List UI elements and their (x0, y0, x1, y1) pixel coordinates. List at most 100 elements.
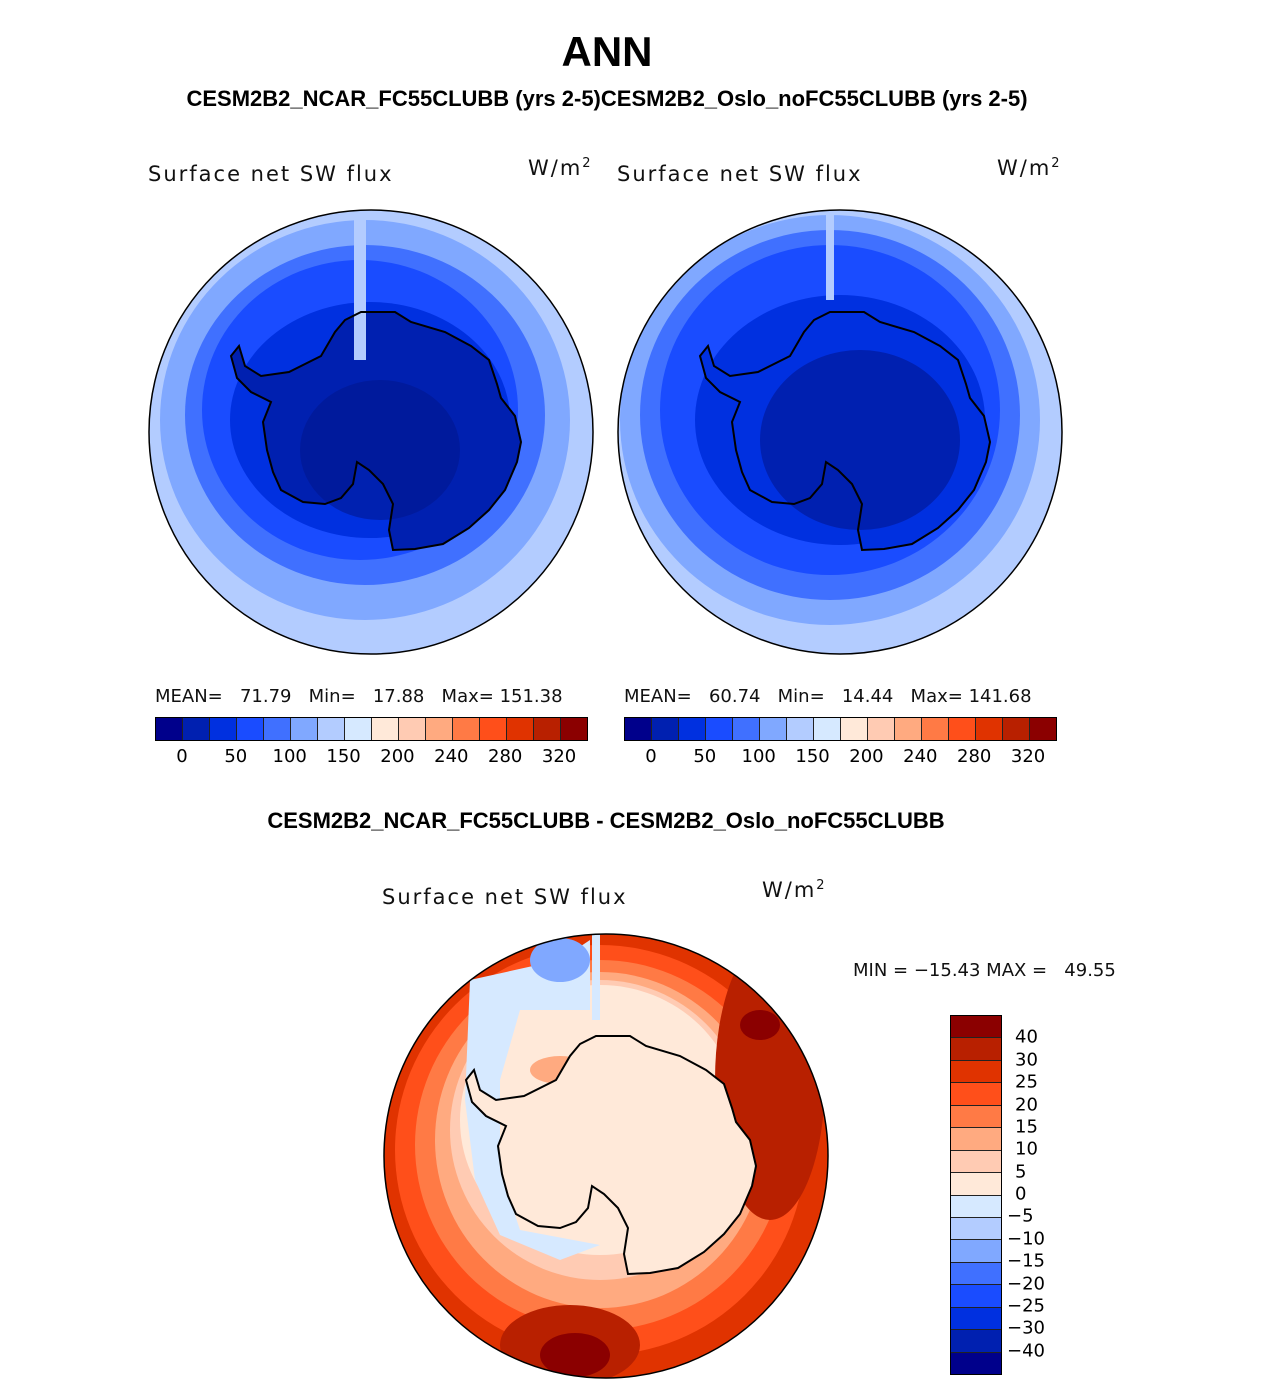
colorbar-tick-label: 280 (957, 746, 992, 767)
colorbar-box (841, 718, 868, 740)
colorbar-box (453, 718, 480, 740)
colorbar-box (814, 718, 841, 740)
colorbar-tick-label: 0 (645, 746, 657, 767)
colorbar-tick-label: 50 (693, 746, 717, 767)
colorbar-box (949, 718, 976, 740)
max-label: Max= (441, 686, 494, 707)
colorbar-box (1030, 718, 1056, 740)
colorbar-tick-label: −30 (1007, 1317, 1045, 1339)
colorbar-box (976, 718, 1003, 740)
colorbar-box (345, 718, 372, 740)
colorbar-box (706, 718, 733, 740)
colorbar-box (733, 718, 760, 740)
colorbar-box (507, 718, 534, 740)
colorbar-box (951, 1128, 1001, 1151)
colorbar-box (951, 1195, 1001, 1218)
colorbar-tick-label: 30 (1015, 1049, 1038, 1071)
colorbar-box (951, 1307, 1001, 1331)
colorbar-box (951, 1016, 1001, 1039)
colorbar-tick-label: −10 (1007, 1228, 1045, 1250)
colorbar-box (922, 718, 949, 740)
colorbar-tick-label: 0 (1015, 1183, 1027, 1205)
colorbar-box (951, 1083, 1001, 1106)
colorbar-tick-label: 0 (176, 746, 188, 767)
colorbar-box (951, 1352, 1001, 1374)
unit-exp: 2 (816, 878, 827, 893)
colorbar-box (652, 718, 679, 740)
colorbar-tick-label: 240 (434, 746, 469, 767)
colorbar-box (868, 718, 895, 740)
colorbar-difference (950, 1015, 1002, 1375)
colorbar-tick-label: −40 (1007, 1340, 1045, 1362)
unit-base: W/m (762, 878, 817, 902)
colorbar-box (951, 1038, 1001, 1061)
max-label: Max= (910, 686, 963, 707)
colorbar-box (291, 718, 318, 740)
colorbar-box (561, 718, 587, 740)
colorbar-box (895, 718, 922, 740)
colorbar-tick-label: 320 (1010, 746, 1046, 767)
map-panel-2 (618, 210, 1062, 654)
colorbar-tick-label: −15 (1007, 1250, 1045, 1272)
colorbar-box (156, 718, 183, 740)
colorbar-box (787, 718, 814, 740)
min-label: Min= (777, 686, 825, 707)
difference-variable: Surface net SW flux (382, 885, 628, 909)
panel-1-unit: W/m2 (528, 156, 593, 180)
mean-value: 71.79 (239, 686, 292, 707)
colorbar-tick-label: −25 (1007, 1295, 1045, 1317)
max-value: 151.38 (499, 686, 563, 707)
colorbar-tick-label: 50 (224, 746, 248, 767)
colorbar-tick-label: −20 (1007, 1273, 1045, 1294)
colorbar-panel-1 (155, 717, 588, 741)
min-label: Min= (308, 686, 356, 707)
colorbar-box (951, 1105, 1001, 1129)
colorbar-tick-label: 150 (326, 746, 361, 767)
colorbar-box (951, 1240, 1001, 1263)
colorbar-box (399, 718, 426, 740)
colorbar-box (264, 718, 291, 740)
min-value: 17.88 (372, 686, 425, 707)
colorbar-tick-label: 25 (1015, 1071, 1038, 1093)
colorbar-box (951, 1150, 1001, 1174)
difference-unit: W/m2 (762, 878, 827, 902)
colorbar-tick-label: 100 (741, 746, 776, 767)
colorbar-box (951, 1285, 1001, 1308)
colorbar-box (951, 1060, 1001, 1084)
colorbar-tick-label: 150 (795, 746, 830, 767)
panel-2-variable: Surface net SW flux (617, 162, 863, 186)
colorbar-tick-label: 200 (380, 746, 415, 767)
colorbar-box (480, 718, 507, 740)
colorbar-box (237, 718, 264, 740)
colorbar-tick-label: 15 (1015, 1116, 1038, 1138)
mean-label: MEAN= (155, 686, 223, 707)
colorbar-tick-label: 200 (849, 746, 884, 767)
panel-1-variable: Surface net SW flux (148, 162, 394, 186)
panel-2-stats: MEAN= 60.74 Min= 14.44 Max= 141.68 (624, 686, 1032, 707)
mean-value: 60.74 (708, 686, 761, 707)
unit-base: W/m (528, 156, 583, 180)
max-value: 141.68 (968, 686, 1032, 707)
mean-label: MEAN= (624, 686, 692, 707)
colorbar-tick-label: 40 (1015, 1026, 1038, 1048)
min-value: 14.44 (841, 686, 894, 707)
colorbar-box (210, 718, 237, 740)
figure-title: ANN (561, 28, 653, 75)
figure-subtitle: CESM2B2_NCAR_FC55CLUBB (yrs 2-5)CESM2B2_… (186, 86, 1028, 111)
unit-base: W/m (997, 156, 1052, 180)
colorbar-box (951, 1173, 1001, 1196)
colorbar-box (1003, 718, 1030, 740)
colorbar-tick-label: 5 (1015, 1161, 1027, 1183)
difference-minmax: MIN = −15.43 MAX = 49.55 (853, 960, 1116, 981)
colorbar-box (951, 1330, 1001, 1353)
colorbar-tick-label: 20 (1015, 1094, 1038, 1115)
colorbar-box (318, 718, 345, 740)
colorbar-box (183, 718, 210, 740)
colorbar-tick-label: −5 (1007, 1205, 1034, 1227)
difference-title: CESM2B2_NCAR_FC55CLUBB - CESM2B2_Oslo_no… (267, 808, 945, 833)
map-difference (384, 934, 828, 1378)
colorbar-box (426, 718, 453, 740)
unit-exp: 2 (582, 156, 593, 171)
panel-2-unit: W/m2 (997, 156, 1062, 180)
